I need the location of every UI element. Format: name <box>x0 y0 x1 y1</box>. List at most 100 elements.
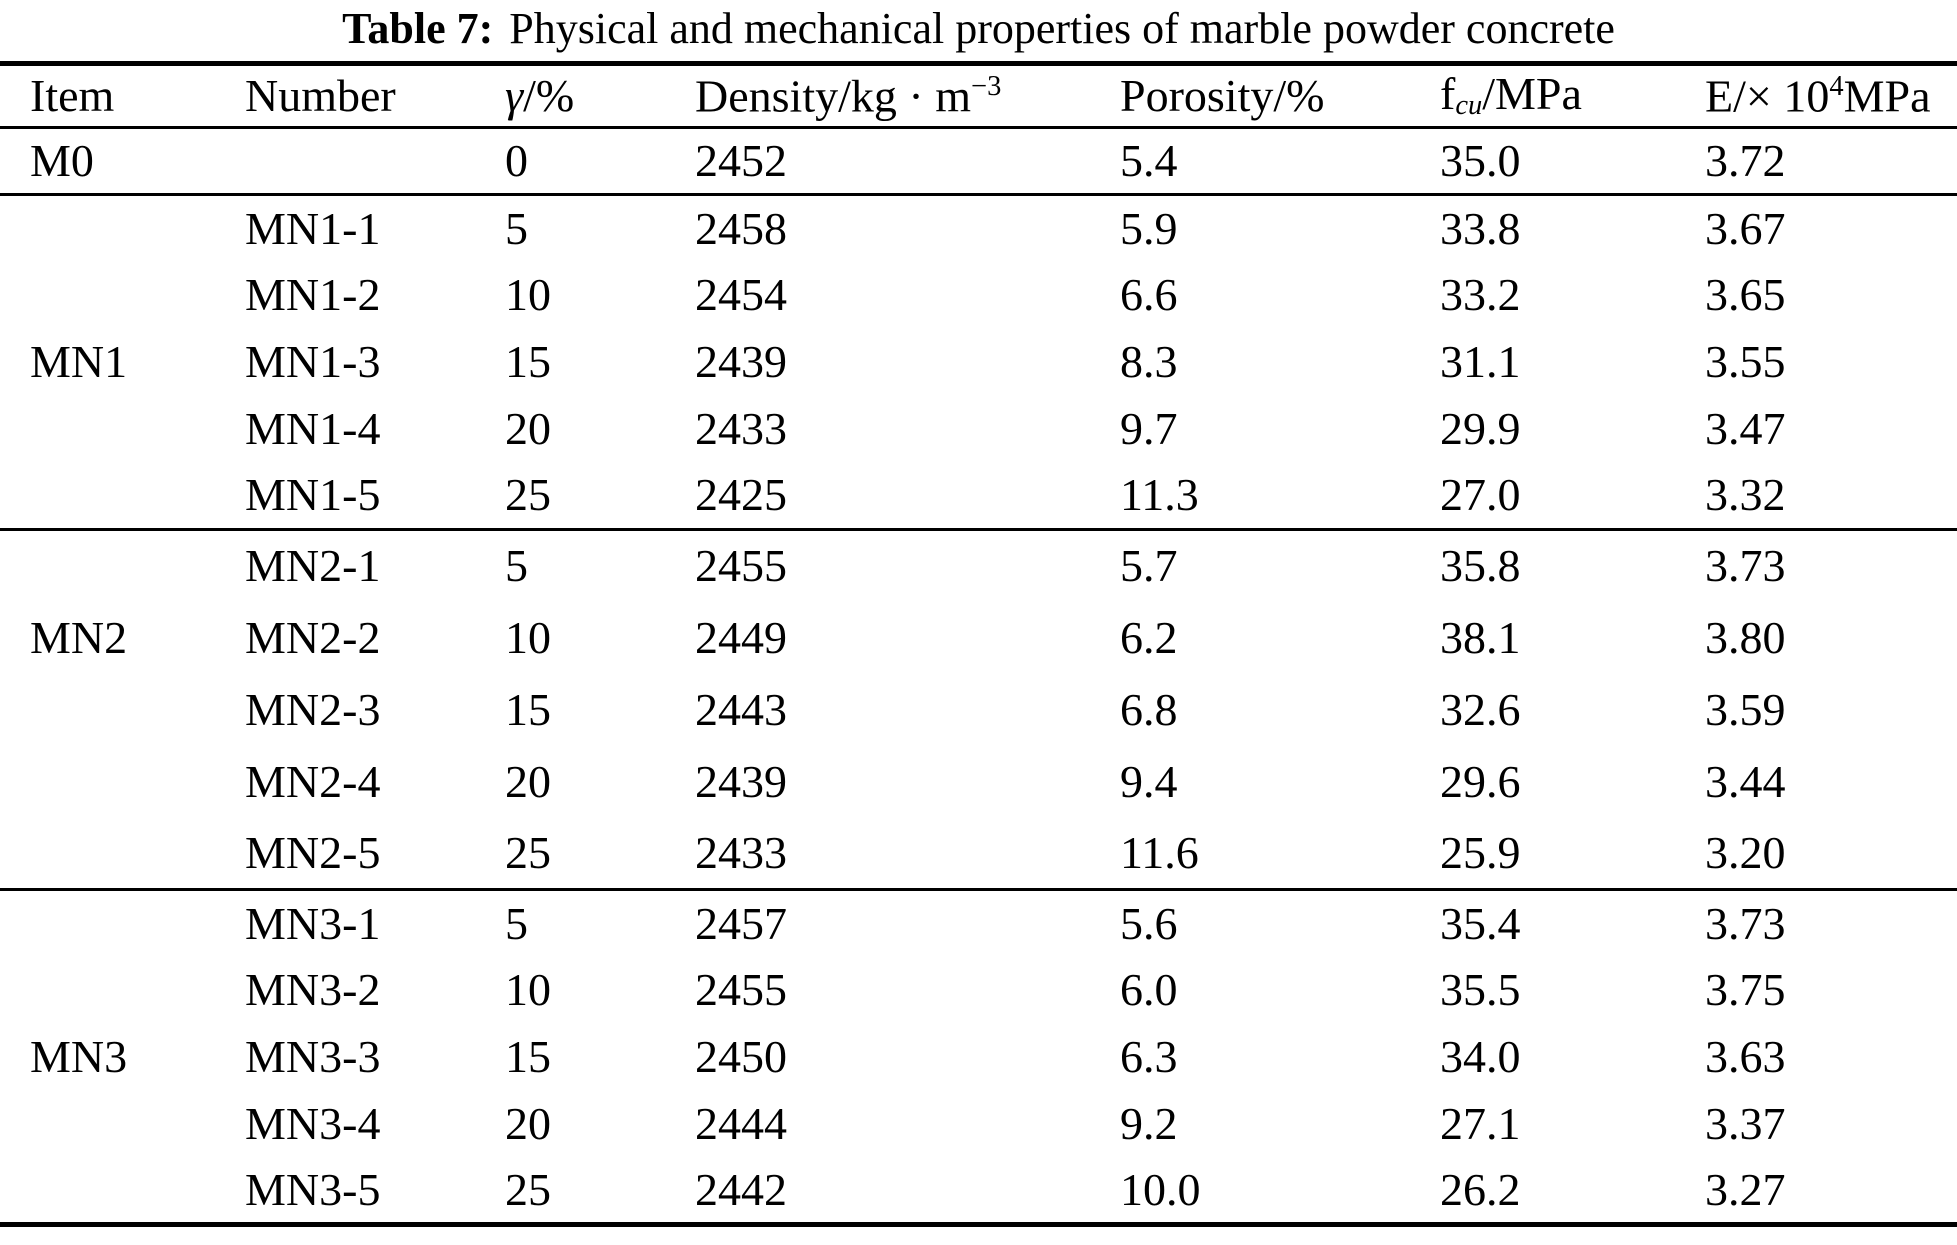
cell-gamma: 5 <box>505 202 528 254</box>
cell-porosity: 9.2 <box>1120 1098 1178 1149</box>
cell-gamma: 20 <box>505 403 551 454</box>
cell-number: MN1-4 <box>245 403 381 454</box>
cell-modulus: 3.47 <box>1705 403 1786 454</box>
cell-gamma: 15 <box>505 1031 551 1082</box>
cell-porosity: 5.7 <box>1120 540 1178 592</box>
table-row: MN1-1 5 2458 5.9 33.8 3.67 <box>0 195 1957 262</box>
cell-fcu: 25.9 <box>1440 826 1521 878</box>
table-row: MN3-1 5 2457 5.6 35.4 3.73 <box>0 890 1957 957</box>
cell-modulus: 3.32 <box>1705 469 1786 521</box>
cell-porosity: 6.3 <box>1120 1031 1178 1082</box>
cell-item: MN1 <box>30 336 128 387</box>
cell-porosity: 11.6 <box>1120 826 1199 878</box>
cell-density: 2439 <box>695 755 787 807</box>
cell-gamma: 0 <box>505 135 528 186</box>
cell-density: 2433 <box>695 826 787 878</box>
cell-item <box>0 262 215 329</box>
cell-item <box>0 530 215 602</box>
cell-density: 2439 <box>695 336 787 387</box>
table-header: Item Number γ/% Density/kg · m−3 Porosity/% f… <box>0 64 1957 128</box>
cell-porosity: 5.6 <box>1120 897 1178 949</box>
cell-fcu: 27.1 <box>1440 1098 1521 1149</box>
column-header-gamma: γ/% <box>505 70 575 121</box>
table-row: MN2-5 25 2433 11.6 25.9 3.20 <box>0 818 1957 890</box>
cell-gamma: 5 <box>505 897 528 949</box>
cell-item <box>0 957 215 1024</box>
cell-modulus: 3.27 <box>1705 1163 1786 1215</box>
cell-density: 2444 <box>695 1098 787 1149</box>
table-row: MN3-2 10 2455 6.0 35.5 3.75 <box>0 957 1957 1024</box>
cell-number: MN2-4 <box>245 755 381 807</box>
cell-number: MN3-4 <box>245 1098 381 1149</box>
cell-porosity: 11.3 <box>1120 469 1199 521</box>
column-header-porosity: Porosity/% <box>1120 70 1325 121</box>
cell-porosity: 6.6 <box>1120 269 1178 320</box>
cell-modulus: 3.20 <box>1705 826 1786 878</box>
cell-modulus: 3.73 <box>1705 540 1786 592</box>
cell-item <box>0 1091 215 1158</box>
cell-fcu: 35.8 <box>1440 540 1521 592</box>
cell-number: MN2-5 <box>245 826 381 878</box>
table-row: MN1-5 25 2425 11.3 27.0 3.32 <box>0 463 1957 530</box>
cell-item: MN3 <box>30 1031 128 1082</box>
cell-density: 2443 <box>695 683 787 735</box>
table-caption-label: Table 7: <box>342 4 494 53</box>
cell-number: MN1-3 <box>245 336 381 387</box>
table-row: MN2-4 20 2439 9.4 29.6 3.44 <box>0 746 1957 818</box>
cell-number: MN1-1 <box>245 202 381 254</box>
cell-item <box>0 195 215 262</box>
cell-fcu: 26.2 <box>1440 1163 1521 1215</box>
column-header-fcu: fcu/MPa <box>1440 68 1582 122</box>
table-caption: Table 7: Physical and mechanical propert… <box>0 0 1957 61</box>
cell-gamma: 10 <box>505 964 551 1015</box>
cell-modulus: 3.75 <box>1705 964 1786 1015</box>
cell-gamma: 20 <box>505 755 551 807</box>
cell-density: 2449 <box>695 611 787 663</box>
cell-porosity: 6.8 <box>1120 683 1178 735</box>
cell-fcu: 35.0 <box>1440 135 1521 186</box>
cell-fcu: 34.0 <box>1440 1031 1521 1082</box>
cell-modulus: 3.59 <box>1705 683 1786 735</box>
table-row: MN2-3 15 2443 6.8 32.6 3.59 <box>0 674 1957 746</box>
table-row: MN1-4 20 2433 9.7 29.9 3.47 <box>0 396 1957 463</box>
cell-porosity: 9.7 <box>1120 403 1178 454</box>
cell-modulus: 3.44 <box>1705 755 1786 807</box>
cell-number: MN1-5 <box>245 469 381 521</box>
cell-porosity: 8.3 <box>1120 336 1178 387</box>
cell-porosity: 10.0 <box>1120 1163 1201 1215</box>
header-row: Item Number γ/% Density/kg · m−3 Porosity/% f… <box>0 64 1957 128</box>
cell-number: MN3-2 <box>245 964 381 1015</box>
column-header-density: Density/kg · m−3 <box>695 70 1002 122</box>
cell-density: 2452 <box>695 135 787 186</box>
column-header-number: Number <box>245 70 396 121</box>
cell-fcu: 29.9 <box>1440 403 1521 454</box>
cell-fcu: 35.5 <box>1440 964 1521 1015</box>
table-row: M0 0 2452 5.4 35.0 3.72 <box>0 128 1957 195</box>
cell-item: MN2 <box>30 611 128 663</box>
cell-item: M0 <box>30 135 94 186</box>
cell-porosity: 5.4 <box>1120 135 1178 186</box>
table-row: MN3-4 20 2444 9.2 27.1 3.37 <box>0 1091 1957 1158</box>
cell-fcu: 29.6 <box>1440 755 1521 807</box>
cell-fcu: 33.8 <box>1440 202 1521 254</box>
cell-density: 2455 <box>695 964 787 1015</box>
cell-density: 2442 <box>695 1163 787 1215</box>
cell-item <box>0 1158 215 1225</box>
cell-number: MN3-1 <box>245 897 381 949</box>
table-row: MN3-5 25 2442 10.0 26.2 3.27 <box>0 1158 1957 1225</box>
cell-modulus: 3.37 <box>1705 1098 1786 1149</box>
cell-item <box>0 463 215 530</box>
cell-fcu: 35.4 <box>1440 897 1521 949</box>
cell-modulus: 3.55 <box>1705 336 1786 387</box>
cell-density: 2458 <box>695 202 787 254</box>
cell-density: 2457 <box>695 897 787 949</box>
cell-number: MN3-3 <box>245 1031 381 1082</box>
cell-item <box>0 818 215 890</box>
cell-porosity: 9.4 <box>1120 755 1178 807</box>
table-body: M0 0 2452 5.4 35.0 3.72 MN1-1 5 2458 5.9 33.8 3.67 M… <box>0 128 1957 1225</box>
cell-density: 2425 <box>695 469 787 521</box>
cell-gamma: 15 <box>505 336 551 387</box>
properties-table: Item Number γ/% Density/kg · m−3 Porosity/% f… <box>0 61 1957 1227</box>
cell-item <box>0 890 215 957</box>
